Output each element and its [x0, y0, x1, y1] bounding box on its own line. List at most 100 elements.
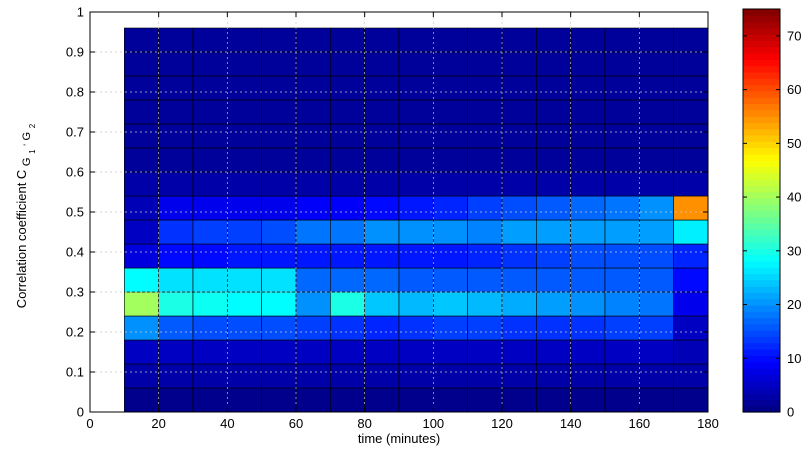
colorbar-tick-label: 60 [787, 82, 801, 97]
heatmap-cell [433, 123, 468, 149]
heatmap-cell [330, 291, 365, 317]
heatmap-cell [639, 171, 674, 197]
colorbar-segment [743, 53, 780, 60]
heatmap-cell [364, 315, 400, 341]
heatmap-cell [227, 147, 262, 173]
heatmap-cell [433, 339, 468, 365]
heatmap-cell [673, 75, 709, 101]
heatmap-cell [604, 315, 640, 341]
heatmap-cell [261, 387, 297, 413]
heatmap-cell [364, 387, 400, 413]
heatmap-cell [501, 387, 537, 413]
heatmap-cell [501, 339, 537, 365]
heatmap-cell [158, 315, 194, 341]
heatmap-cell [467, 123, 503, 149]
heatmap-cell [330, 27, 365, 53]
heatmap-cell [639, 195, 674, 221]
heatmap-cell [467, 75, 503, 101]
heatmap-cell [536, 51, 571, 77]
heatmap-cell [639, 99, 674, 125]
colorbar-segment [743, 292, 780, 300]
heatmap-cell [330, 267, 365, 293]
heatmap-cell [227, 267, 262, 293]
heatmap-cell [639, 291, 674, 317]
heatmap-cell [433, 243, 468, 269]
heatmap-cell [124, 387, 159, 413]
heatmap-cell [639, 51, 674, 77]
heatmap-cell [330, 147, 365, 173]
heatmap-cell [398, 147, 434, 173]
heatmap-cell [364, 291, 400, 317]
heatmap-cell [467, 291, 503, 317]
heatmap-cell [536, 171, 571, 197]
heatmap-cell [158, 171, 194, 197]
heatmap-cell [295, 315, 331, 341]
x-axis-label: time (minutes) [358, 431, 440, 446]
heatmap-cell [124, 171, 159, 197]
colorbar-segment [743, 65, 780, 73]
heatmap-cell [604, 363, 640, 389]
heatmap-cell [261, 291, 297, 317]
heatmap-cell [398, 27, 434, 53]
colorbar-segment [743, 374, 780, 382]
heatmap-cell [330, 171, 365, 197]
heatmap-cell [467, 387, 503, 413]
heatmap-cell [570, 363, 606, 389]
heatmap-cell [673, 27, 709, 53]
y-axis-label-subscript: G [21, 158, 33, 167]
heatmap-cell [261, 195, 297, 221]
heatmap-cell [158, 195, 194, 221]
heatmap-cell [124, 147, 159, 173]
heatmap-cell [639, 339, 674, 365]
y-tick-label: 1 [77, 5, 84, 20]
heatmap-cell [330, 363, 365, 389]
heatmap-cell [364, 27, 400, 53]
heatmap-cell [433, 147, 468, 173]
colorbar-segment [743, 235, 780, 243]
heatmap-cell [639, 75, 674, 101]
heatmap-cell [192, 363, 228, 389]
heatmap-cells [124, 27, 709, 413]
heatmap-cell [124, 267, 159, 293]
colorbar-segment [743, 21, 780, 29]
y-tick-label: 0.4 [66, 245, 84, 260]
heatmap-cell [261, 147, 297, 173]
colorbar-segment [743, 311, 780, 319]
heatmap-cell [364, 123, 400, 149]
heatmap-cell [330, 387, 365, 413]
colorbar-tick-label: 40 [787, 190, 801, 205]
heatmap-cell [398, 291, 434, 317]
colorbar-segment [743, 229, 780, 237]
heatmap-cell [227, 195, 262, 221]
heatmap-cell [604, 243, 640, 269]
heatmap-cell [398, 363, 434, 389]
heatmap-cell [227, 27, 262, 53]
heatmap-cell [158, 99, 194, 125]
x-tick-label: 180 [697, 416, 719, 431]
heatmap-cell [536, 267, 571, 293]
heatmap-cell [570, 291, 606, 317]
colorbar-segment [743, 317, 780, 325]
colorbar-segment [743, 342, 780, 350]
heatmap-cell [467, 195, 503, 221]
heatmap-cell [604, 123, 640, 149]
heatmap-cell [227, 123, 262, 149]
heatmap-cell [295, 147, 331, 173]
heatmap-cell [192, 99, 228, 125]
heatmap-cell [124, 99, 159, 125]
colorbar-segment [743, 393, 780, 401]
heatmap-cell [124, 123, 159, 149]
heatmap-cell [398, 75, 434, 101]
heatmap-cell [639, 147, 674, 173]
colorbar-segment [743, 298, 780, 306]
heatmap-cell [192, 171, 228, 197]
colorbar-segment [743, 197, 780, 205]
colorbar-segment [743, 367, 780, 375]
heatmap-cell [570, 75, 606, 101]
heatmap-cell [330, 51, 365, 77]
heatmap-cell [536, 75, 571, 101]
heatmap-cell [192, 75, 228, 101]
heatmap-cell [227, 363, 262, 389]
y-tick-label: 0.1 [66, 365, 84, 380]
